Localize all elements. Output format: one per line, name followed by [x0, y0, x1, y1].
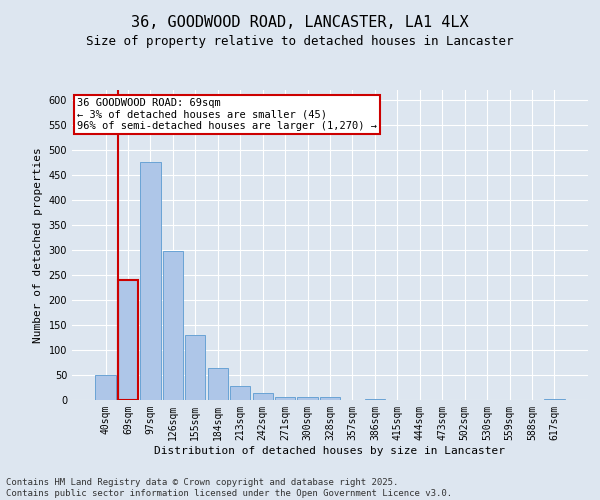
Bar — [298, 396, 317, 400]
Bar — [275, 396, 295, 400]
Bar — [163, 251, 183, 400]
Bar — [253, 393, 273, 400]
Text: 36 GOODWOOD ROAD: 69sqm
← 3% of detached houses are smaller (45)
96% of semi-det: 36 GOODWOOD ROAD: 69sqm ← 3% of detached… — [77, 98, 377, 131]
Bar — [140, 162, 161, 400]
Bar — [95, 375, 116, 400]
Bar — [230, 386, 250, 400]
Bar — [544, 398, 565, 400]
Bar — [118, 280, 138, 400]
Y-axis label: Number of detached properties: Number of detached properties — [33, 147, 43, 343]
Bar — [365, 398, 385, 400]
Text: Contains HM Land Registry data © Crown copyright and database right 2025.
Contai: Contains HM Land Registry data © Crown c… — [6, 478, 452, 498]
Bar — [208, 368, 228, 400]
X-axis label: Distribution of detached houses by size in Lancaster: Distribution of detached houses by size … — [155, 446, 505, 456]
Text: Size of property relative to detached houses in Lancaster: Size of property relative to detached ho… — [86, 35, 514, 48]
Bar — [320, 397, 340, 400]
Bar — [185, 335, 205, 400]
Text: 36, GOODWOOD ROAD, LANCASTER, LA1 4LX: 36, GOODWOOD ROAD, LANCASTER, LA1 4LX — [131, 15, 469, 30]
